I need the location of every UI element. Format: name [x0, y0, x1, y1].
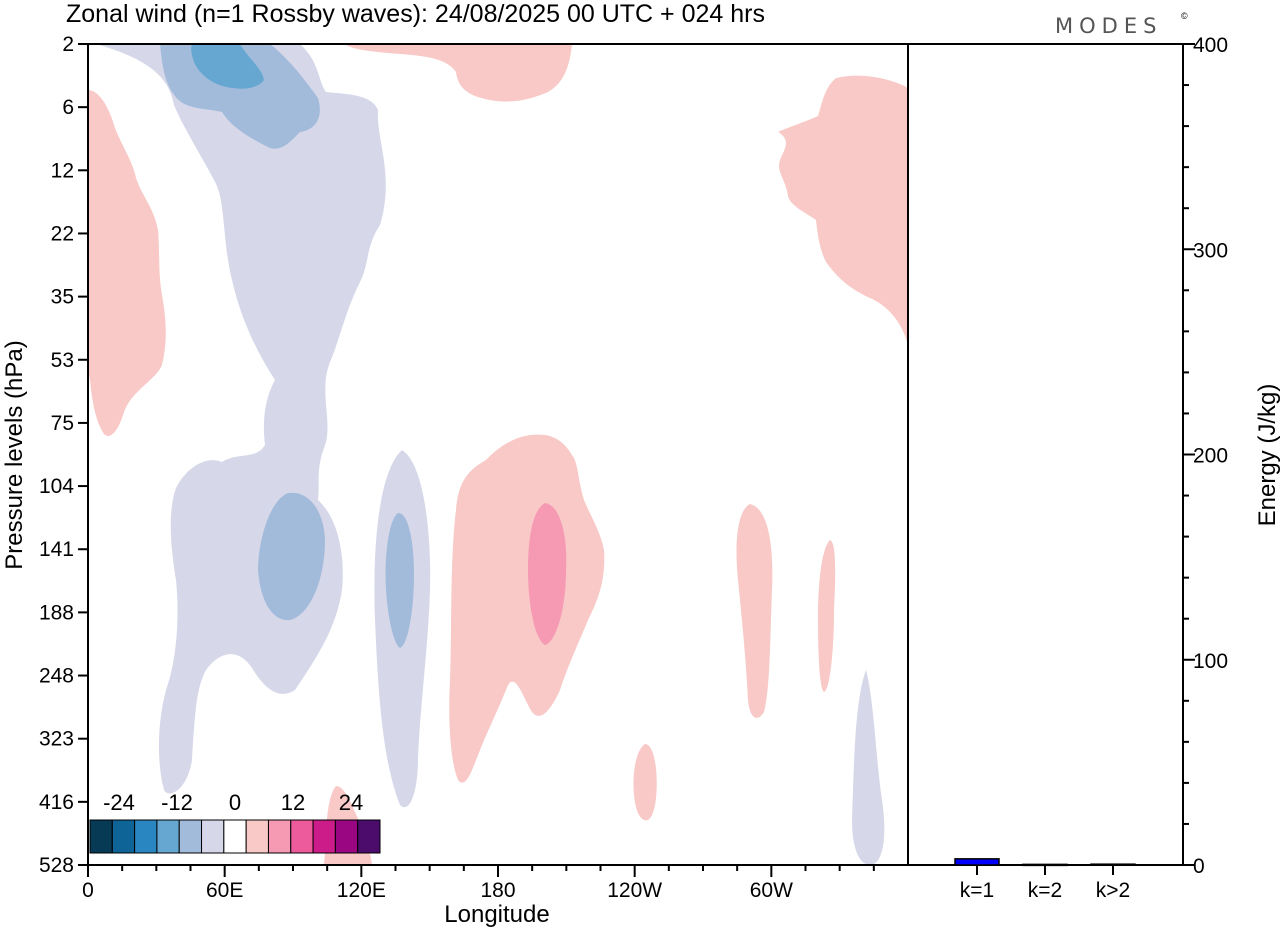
colorbar-swatch — [89, 819, 113, 854]
pressure-tick-label: 248 — [39, 665, 74, 688]
pressure-axis: 2 6 12 22 35 53 75 104 141 188 248 323 416 528 — [39, 33, 88, 877]
colorbar-swatch — [156, 819, 180, 854]
longitude-tick-label: 180 — [480, 879, 515, 902]
energy-category-label: k=2 — [1028, 879, 1062, 902]
contour-positive-weak — [449, 434, 605, 783]
pressure-tick-label: 141 — [39, 538, 74, 561]
colorbar-tick-label: -12 — [161, 790, 193, 815]
contour-positive-weak — [345, 44, 572, 102]
energy-category-label: k>2 — [1096, 879, 1130, 902]
colorbar-swatch — [334, 819, 359, 854]
longitude-tick-label: 120W — [607, 879, 662, 902]
colorbar-swatch — [178, 819, 203, 854]
pressure-tick-label: 188 — [39, 601, 74, 624]
contour-negative-moderate — [385, 512, 414, 648]
logo-copyright-mark: © — [1181, 11, 1188, 21]
colorbar-tick-label: 24 — [339, 790, 363, 815]
pressure-tick-label: 528 — [39, 854, 74, 877]
energy-category-label: k=1 — [960, 879, 994, 902]
modes-logo: MODES — [1055, 14, 1162, 38]
energy-axis: 0 100 200 300 400 — [1183, 34, 1228, 878]
pressure-tick-label: 416 — [39, 791, 74, 814]
longitude-tick-label: 60W — [750, 879, 793, 902]
contour-positive-weak — [633, 744, 657, 821]
longitude-tick-label: 60E — [206, 879, 243, 902]
longitude-tick-label: 120E — [337, 879, 386, 902]
colorbar-swatch — [312, 819, 336, 854]
energy-tick-label: 100 — [1193, 650, 1228, 673]
pressure-tick-label: 323 — [39, 728, 74, 751]
colorbar-swatch — [245, 819, 269, 854]
contour-positive-weak — [818, 540, 836, 692]
energy-bars: k=1 k=2 k>2 — [954, 858, 1136, 902]
pressure-tick-label: 75 — [51, 412, 74, 435]
pressure-tick-label: 12 — [51, 159, 74, 182]
colorbar-swatch — [134, 819, 158, 854]
zonal-wind-contours — [88, 44, 908, 865]
colorbar-tick-label: 0 — [229, 790, 241, 815]
longitude-tick-label: 0 — [82, 879, 94, 902]
colorbar-swatch — [357, 819, 381, 854]
energy-plot-frame — [907, 43, 1184, 866]
pressure-tick-label: 6 — [62, 96, 74, 119]
colorbar-swatch — [111, 819, 136, 854]
colorbar-tick-label: 12 — [281, 790, 305, 815]
energy-axis-label: Energy (J/kg) — [1254, 384, 1280, 527]
contour-positive-weak — [88, 90, 166, 436]
colorbar-swatch — [223, 819, 247, 854]
pressure-tick-label: 53 — [51, 349, 74, 372]
y-axis-label: Pressure levels (hPa) — [1, 340, 28, 569]
longitude-axis: 0 60E 120E 180 120W 60W — [82, 865, 875, 902]
contour-positive-weak — [736, 504, 773, 718]
pressure-tick-label: 104 — [39, 475, 74, 498]
contour-positive-moderate — [528, 503, 567, 645]
energy-bar — [954, 858, 1000, 866]
contour-negative-weak — [852, 670, 885, 865]
colorbar-tick-label: -24 — [103, 790, 135, 815]
energy-tick-label: 300 — [1193, 239, 1228, 262]
x-axis-label: Longitude — [444, 901, 549, 928]
contour-positive-weak — [778, 75, 908, 345]
colorbar: -24 -12 0 12 24 — [89, 790, 381, 854]
colorbar-swatch — [267, 819, 292, 854]
pressure-tick-label: 22 — [51, 222, 74, 245]
pressure-tick-label: 35 — [51, 286, 74, 309]
contour-negative-moderate — [258, 492, 325, 621]
energy-tick-label: 0 — [1193, 855, 1205, 878]
contour-negative-weak — [96, 44, 386, 794]
contour-negative-strong — [191, 44, 264, 89]
energy-tick-label: 400 — [1193, 34, 1228, 57]
energy-tick-label: 200 — [1193, 445, 1228, 468]
pressure-tick-label: 2 — [62, 33, 74, 56]
colorbar-swatch — [290, 819, 314, 854]
chart-title: Zonal wind (n=1 Rossby waves): 24/08/202… — [66, 0, 765, 28]
colorbar-swatch — [201, 819, 225, 854]
